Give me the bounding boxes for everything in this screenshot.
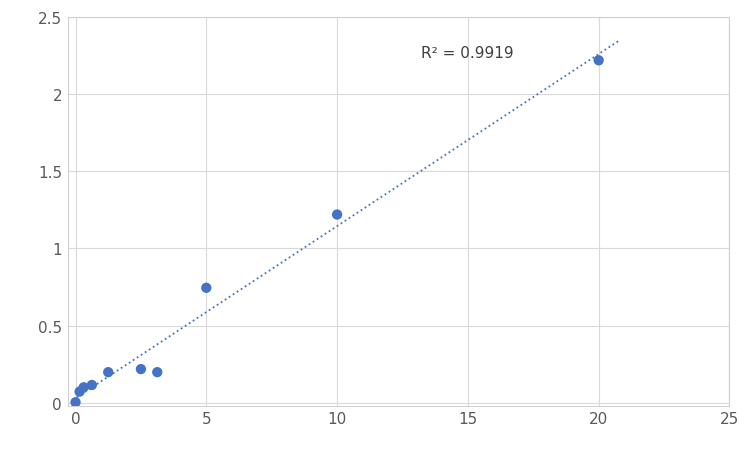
Point: [102, 369, 114, 376]
Point: [200, 285, 212, 292]
Point: [77, 384, 89, 391]
Point: [135, 366, 147, 373]
Point: [69, 399, 81, 406]
Point: [331, 212, 343, 219]
Point: [151, 369, 163, 376]
Point: [74, 388, 86, 396]
Point: [86, 382, 98, 389]
Point: [593, 58, 605, 65]
Text: R² = 0.9919: R² = 0.9919: [421, 46, 514, 61]
